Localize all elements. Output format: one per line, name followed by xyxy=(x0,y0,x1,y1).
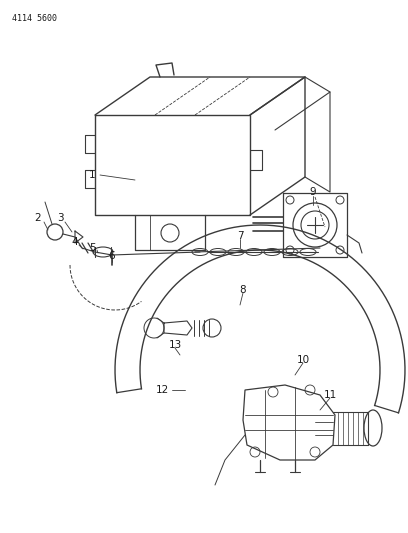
Text: 9: 9 xyxy=(310,187,316,197)
Text: 4: 4 xyxy=(72,237,78,247)
Text: 4114 5600: 4114 5600 xyxy=(12,14,57,23)
Text: 10: 10 xyxy=(297,355,310,365)
Text: 6: 6 xyxy=(109,251,115,261)
Text: 12: 12 xyxy=(155,385,169,395)
Text: 1: 1 xyxy=(89,170,95,180)
Text: 13: 13 xyxy=(169,340,182,350)
Text: 8: 8 xyxy=(239,285,246,295)
Text: 5: 5 xyxy=(90,243,96,253)
Text: 7: 7 xyxy=(237,231,243,241)
Text: 11: 11 xyxy=(324,390,337,400)
Text: 2: 2 xyxy=(35,213,41,223)
Text: 3: 3 xyxy=(57,213,63,223)
